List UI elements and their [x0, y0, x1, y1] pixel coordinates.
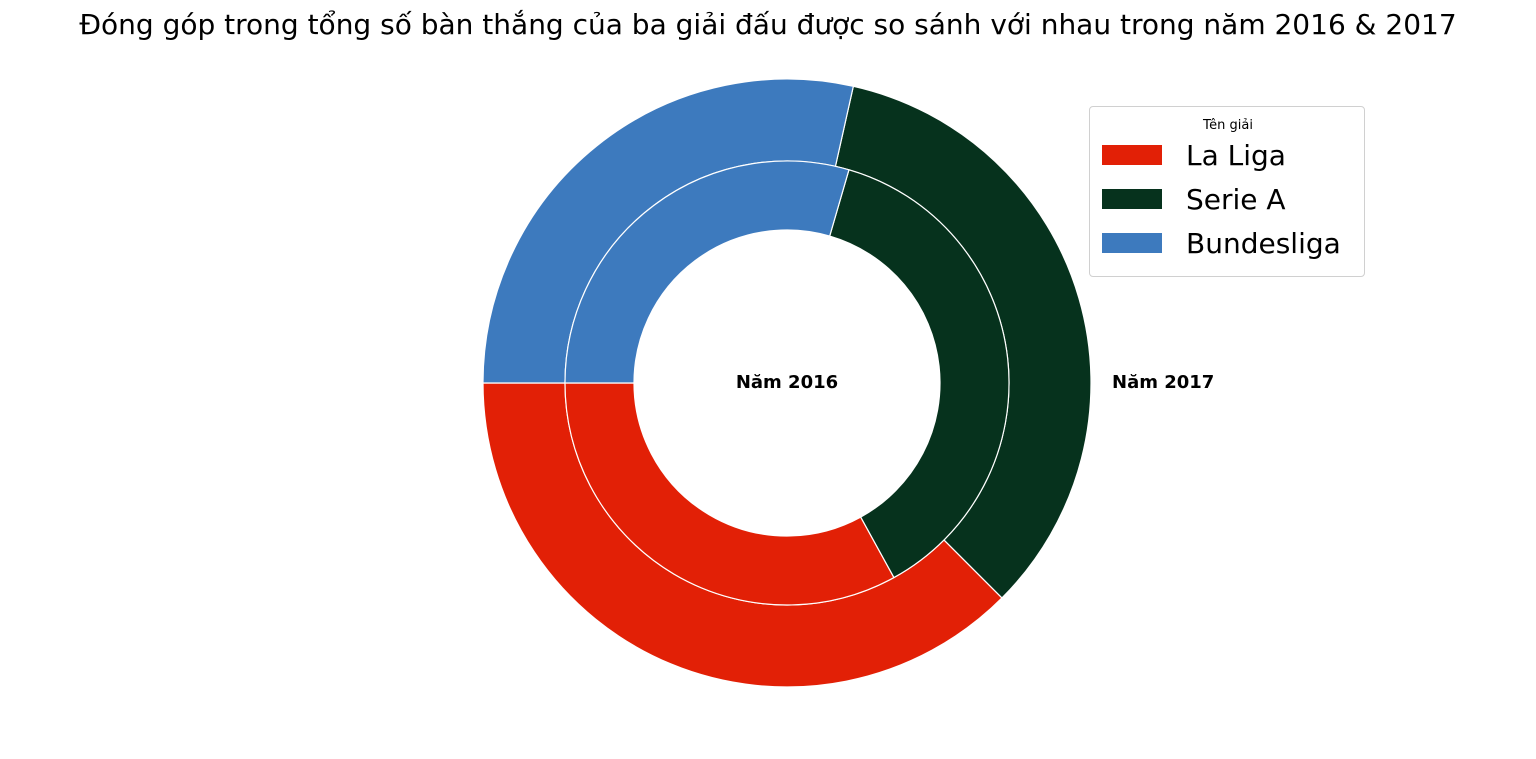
legend-entry-serie-a: Serie A	[1102, 182, 1286, 216]
inner-ring-slice-bundesliga	[564, 160, 850, 384]
legend-entry-bundesliga: Bundesliga	[1102, 226, 1341, 260]
outer-ring-label: Năm 2017	[1112, 372, 1214, 393]
inner-ring-label: Năm 2016	[736, 372, 838, 393]
legend: Tên giải La Liga Serie A Bundesliga	[1089, 106, 1365, 277]
legend-swatch-la-liga	[1102, 145, 1162, 165]
legend-title: Tên giải	[1203, 118, 1253, 133]
legend-label-serie-a: Serie A	[1186, 182, 1286, 216]
inner-ring-slice-serie-a	[829, 169, 1010, 579]
legend-swatch-serie-a	[1102, 189, 1162, 209]
inner-ring	[564, 160, 1010, 606]
inner-ring-slice-la-liga	[564, 382, 895, 606]
legend-label-la-liga: La Liga	[1186, 138, 1286, 172]
legend-label-bundesliga: Bundesliga	[1186, 226, 1341, 260]
legend-swatch-bundesliga	[1102, 233, 1162, 253]
legend-entry-la-liga: La Liga	[1102, 138, 1286, 172]
chart-title: Đóng góp trong tổng số bàn thắng của ba …	[79, 8, 1457, 41]
